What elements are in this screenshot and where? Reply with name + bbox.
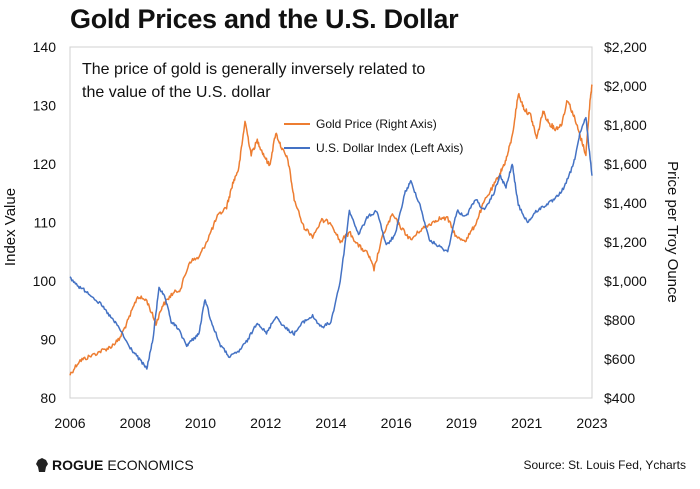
x-tick-label: 2019 — [446, 415, 477, 431]
x-tick-label: 2012 — [250, 415, 281, 431]
y-left-tick-label: 130 — [33, 98, 57, 114]
series-line-gold-price — [69, 84, 593, 376]
y-left-axis-label: Index Value — [2, 188, 19, 266]
y-left-tick-label: 90 — [40, 332, 56, 348]
legend-label: U.S. Dollar Index (Left Axis) — [316, 141, 463, 155]
y-left-tick-label: 80 — [40, 390, 56, 406]
y-right-axis-label: Price per Troy Ounce — [664, 161, 681, 303]
brand-name-bold: ROGUE — [52, 457, 104, 473]
y-left-tick-label: 120 — [33, 156, 57, 172]
y-right-tick-label: $1,200 — [604, 234, 647, 250]
x-tick-label: 2010 — [185, 415, 216, 431]
chart-title: Gold Prices and the U.S. Dollar — [70, 4, 459, 34]
legend-label: Gold Price (Right Axis) — [316, 117, 437, 131]
brand-logo: ROGUE ECONOMICS — [36, 457, 194, 473]
legend: Gold Price (Right Axis) U.S. Dollar Index… — [284, 117, 463, 155]
annotation-line-1: The price of gold is generally inversely… — [82, 61, 425, 78]
x-tick-label: 2021 — [511, 415, 542, 431]
y-right-tick-label: $1,400 — [604, 195, 647, 211]
y-left-tick-label: 100 — [33, 273, 57, 289]
series-layer — [69, 84, 593, 376]
brand-name-rest: ECONOMICS — [107, 457, 194, 473]
y-right-tick-label: $800 — [604, 312, 635, 328]
x-tick-label: 2006 — [54, 415, 85, 431]
annotation-line-2: the value of the U.S. dollar — [82, 84, 271, 101]
series-line-dollar-index — [69, 116, 593, 370]
x-tick-label: 2008 — [120, 415, 151, 431]
y-right-tick-label: $1,800 — [604, 117, 647, 133]
lion-head-icon — [36, 458, 48, 472]
y-right-tick-label: $1,000 — [604, 273, 647, 289]
y-right-tick-label: $600 — [604, 351, 635, 367]
axes: 80 90 100 110 120 130 140 $400 $600 $800 $1,000 $1,… — [33, 39, 647, 431]
x-tick-label: 2014 — [315, 415, 346, 431]
x-tick-label: 2016 — [381, 415, 412, 431]
y-right-tick-label: $2,000 — [604, 78, 647, 94]
y-right-tick-label: $400 — [604, 390, 635, 406]
y-left-tick-label: 140 — [33, 39, 57, 55]
plot-border — [69, 46, 593, 399]
y-right-tick-label: $2,200 — [604, 39, 647, 55]
source-note: Source: St. Louis Fed, Ycharts — [523, 458, 686, 472]
y-left-tick-label: 110 — [34, 215, 57, 231]
annotation: The price of gold is generally inversely… — [82, 61, 425, 101]
x-tick-label: 2023 — [576, 415, 607, 431]
y-right-tick-label: $1,600 — [604, 156, 647, 172]
